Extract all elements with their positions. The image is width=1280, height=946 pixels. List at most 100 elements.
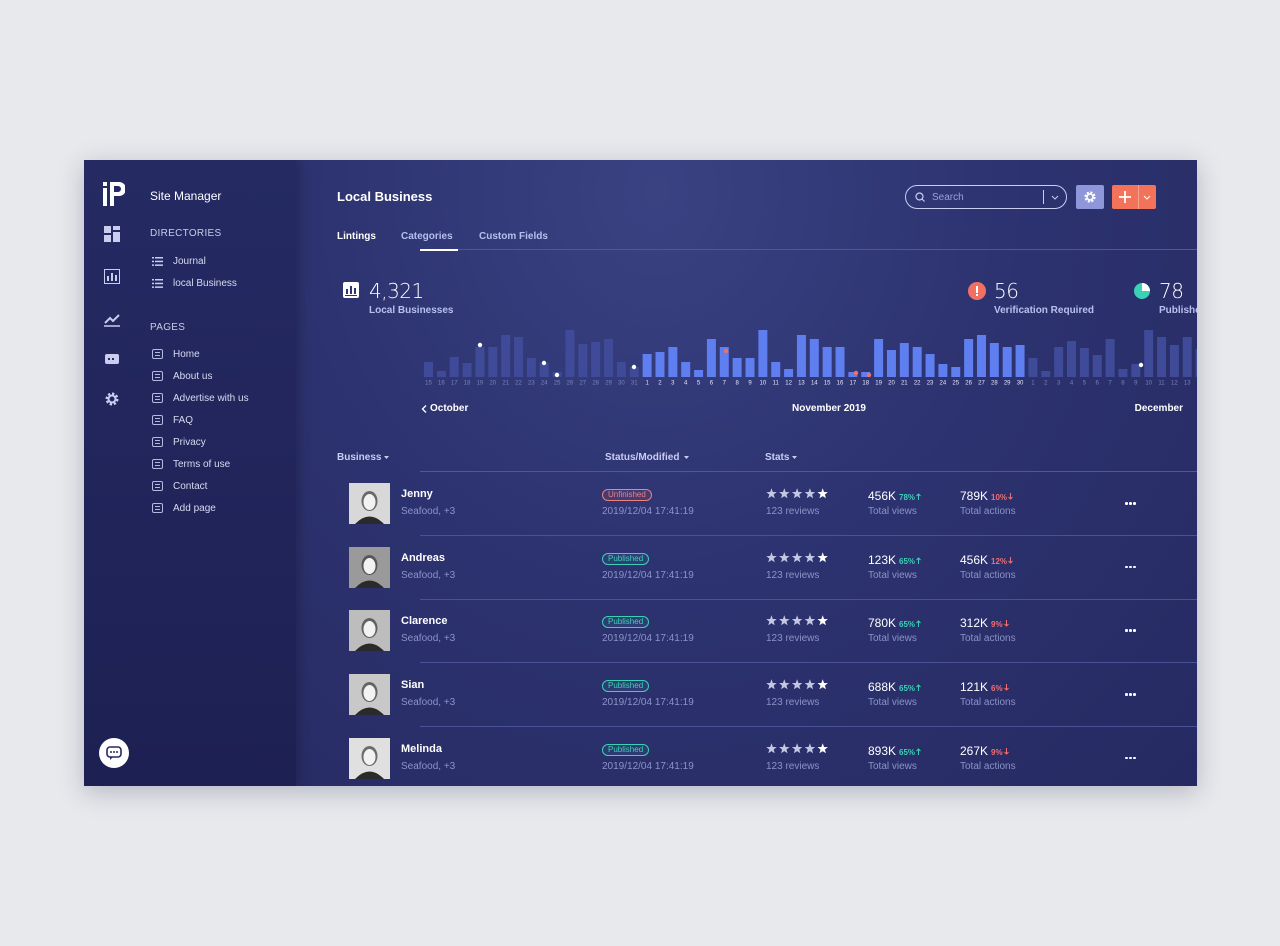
nav-settings-icon[interactable]	[105, 392, 119, 406]
day-label: 18	[464, 381, 471, 387]
nav-listings-icon[interactable]	[104, 269, 120, 284]
page-link[interactable]: About us	[173, 371, 213, 382]
page-icon	[152, 415, 163, 425]
views-metric: 456K 78%	[868, 488, 921, 504]
star	[791, 551, 803, 562]
metric-label: Total actions	[960, 633, 1016, 645]
views-metric: 780K 65%	[868, 615, 921, 631]
bar	[899, 343, 909, 377]
list-icon	[152, 279, 163, 288]
bar	[1002, 347, 1012, 377]
month-label[interactable]: October	[430, 403, 469, 414]
business-tags: Seafood, +3	[401, 569, 456, 581]
star	[791, 743, 803, 754]
page-link[interactable]: Home	[173, 349, 200, 360]
bar	[732, 358, 742, 377]
row-menu[interactable]	[1125, 756, 1137, 760]
page-icon	[152, 459, 163, 469]
bar	[526, 358, 536, 377]
prev-month[interactable]	[421, 405, 427, 413]
chat-button[interactable]	[99, 738, 129, 768]
metric-change: 65%	[899, 684, 916, 694]
page-link[interactable]: Privacy	[173, 437, 206, 448]
metric-value: 789K	[960, 489, 989, 503]
day-label: 29	[605, 381, 612, 387]
bar	[874, 339, 884, 377]
bar	[604, 339, 614, 377]
star	[766, 615, 777, 626]
business-name[interactable]: Andreas	[401, 551, 446, 564]
month-label[interactable]: December	[1134, 403, 1183, 414]
day-label: 24	[940, 381, 947, 387]
day-label: 8	[1121, 381, 1125, 387]
bar	[1144, 330, 1154, 377]
metric-change: 65%	[899, 620, 916, 630]
day-label: 25	[554, 381, 561, 387]
tab[interactable]: Custom Fields	[479, 231, 548, 242]
status-badge: Published	[602, 616, 650, 629]
metric-value: 893K	[868, 743, 897, 758]
nav-analytics-icon[interactable]	[104, 313, 120, 327]
row-menu[interactable]	[1125, 565, 1137, 569]
business-name[interactable]: Jenny	[401, 488, 433, 500]
column-header[interactable]: Business	[337, 452, 382, 463]
event-dots	[477, 342, 1144, 378]
bar	[758, 330, 768, 377]
star	[817, 615, 828, 626]
metric-change: 10%	[991, 493, 1008, 502]
add-button[interactable]	[1112, 185, 1156, 209]
page-link[interactable]: FAQ	[173, 415, 194, 426]
row-divider	[420, 598, 1197, 600]
row-menu[interactable]	[1125, 693, 1137, 696]
business-name[interactable]: Clarence	[401, 615, 448, 628]
column-header[interactable]: Stats	[765, 452, 790, 463]
row-menu[interactable]	[1125, 629, 1137, 632]
nav-dashboard-icon[interactable]	[104, 226, 120, 242]
avatar	[349, 610, 390, 652]
modified-date: 2019/12/04 17:41:19	[602, 506, 694, 517]
tab[interactable]: Lintings	[337, 231, 376, 242]
day-label: 20	[489, 381, 496, 387]
settings-button[interactable]	[1076, 185, 1104, 209]
views-metric: 893K 65%	[868, 743, 921, 759]
page-link[interactable]: Advertise with us	[173, 393, 249, 404]
day-label: 26	[567, 381, 574, 387]
bar	[1169, 345, 1179, 377]
rating-stars	[766, 488, 828, 499]
star	[791, 615, 803, 626]
search-box[interactable]: Search	[905, 185, 1067, 209]
business-tags: Seafood, +3	[401, 506, 456, 517]
logo	[103, 182, 125, 206]
bar	[436, 371, 446, 377]
actions-metric: 121K 6%	[960, 679, 1009, 695]
day-label: 16	[837, 381, 844, 387]
modified-date: 2019/12/04 17:41:19	[602, 569, 694, 581]
business-name[interactable]: Sian	[401, 679, 425, 692]
rating-stars	[766, 679, 828, 690]
day-label: 8	[735, 381, 739, 387]
row-menu[interactable]	[1125, 502, 1137, 505]
day-label: 27	[579, 381, 586, 387]
column-header[interactable]: Status/Modified	[605, 452, 680, 463]
day-label: 4	[1070, 381, 1074, 387]
page-link[interactable]: Contact	[173, 481, 208, 492]
directory-link[interactable]: Journal	[173, 256, 206, 267]
day-label: 6	[710, 381, 714, 387]
star	[779, 488, 790, 499]
bar	[706, 339, 716, 377]
directory-link[interactable]: local Business	[173, 278, 237, 289]
review-count: 123 reviews	[766, 760, 820, 772]
actions-metric: 789K 10%	[960, 488, 1013, 504]
nav-tickets-icon[interactable]	[105, 353, 119, 365]
bar	[1131, 364, 1141, 377]
day-label: 24	[541, 381, 548, 387]
business-name[interactable]: Melinda	[401, 742, 442, 755]
bar	[835, 347, 845, 377]
bar	[745, 358, 755, 377]
bar	[1041, 371, 1051, 377]
tab[interactable]: Categories	[401, 231, 453, 242]
metric-label: Total actions	[960, 697, 1016, 709]
page-link[interactable]: Add page	[173, 503, 216, 514]
page-link[interactable]: Terms of use	[173, 459, 231, 470]
